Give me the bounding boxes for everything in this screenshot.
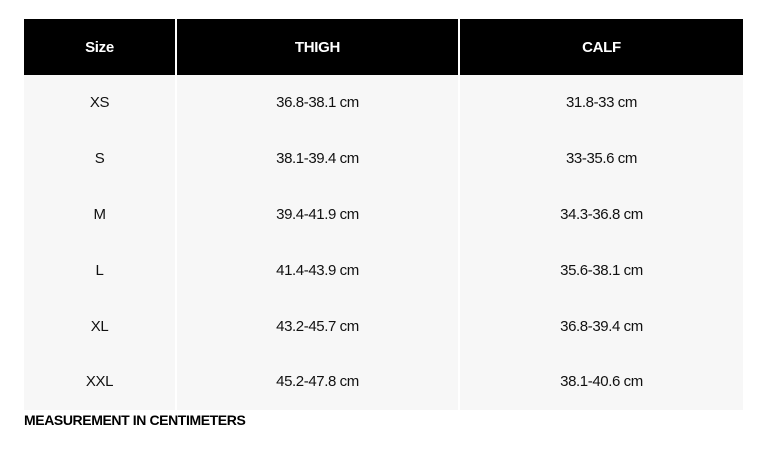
cell-thigh: 41.4-43.9 cm [177, 242, 458, 299]
header-size: Size [24, 19, 175, 75]
header-calf: CALF [460, 19, 743, 75]
cell-calf: 38.1-40.6 cm [460, 353, 743, 410]
cell-size: XXL [24, 353, 175, 410]
cell-size: L [24, 242, 175, 299]
cell-size: XS [24, 75, 175, 131]
size-chart-table: Size THIGH CALF XS 36.8-38.1 cm 31.8-33 cm… [22, 19, 745, 410]
table-row: L 41.4-43.9 cm 35.6-38.1 cm [24, 242, 743, 299]
header-thigh: THIGH [177, 19, 458, 75]
measurement-note: MEASUREMENT IN CENTIMETERS [24, 412, 246, 428]
cell-thigh: 39.4-41.9 cm [177, 186, 458, 243]
cell-calf: 35.6-38.1 cm [460, 242, 743, 299]
cell-calf: 33-35.6 cm [460, 130, 743, 187]
cell-calf: 34.3-36.8 cm [460, 186, 743, 243]
cell-calf: 36.8-39.4 cm [460, 298, 743, 354]
table-row: XS 36.8-38.1 cm 31.8-33 cm [24, 75, 743, 131]
table-row: XL 43.2-45.7 cm 36.8-39.4 cm [24, 298, 743, 354]
cell-thigh: 38.1-39.4 cm [177, 130, 458, 187]
cell-thigh: 36.8-38.1 cm [177, 75, 458, 131]
cell-size: XL [24, 298, 175, 354]
cell-size: M [24, 186, 175, 243]
header-row: Size THIGH CALF [24, 19, 743, 75]
table-row: XXL 45.2-47.8 cm 38.1-40.6 cm [24, 353, 743, 410]
cell-calf: 31.8-33 cm [460, 75, 743, 131]
cell-thigh: 45.2-47.8 cm [177, 353, 458, 410]
table-row: S 38.1-39.4 cm 33-35.6 cm [24, 130, 743, 187]
cell-thigh: 43.2-45.7 cm [177, 298, 458, 354]
cell-size: S [24, 130, 175, 187]
table-row: M 39.4-41.9 cm 34.3-36.8 cm [24, 186, 743, 243]
